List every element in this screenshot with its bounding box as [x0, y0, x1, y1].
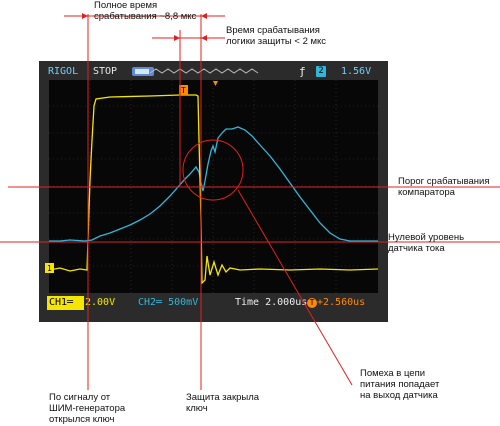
logic-time-line-1: Время срабатывания [226, 25, 320, 36]
noise-pointer [237, 189, 353, 386]
pwm-open-line-2: ШИМ-генератора [49, 403, 126, 414]
trigger-marker [179, 85, 188, 95]
trigger-level-value: 1.56V [341, 66, 372, 77]
zero-level-note: Нулевой уровень датчика тока [388, 232, 464, 254]
ch2-scale-group: CH2═ 500mV [138, 296, 198, 310]
noise-line-2: питания попадает [360, 379, 440, 390]
threshold-line-1: Порог срабатывания [398, 176, 490, 187]
pwm-open-line-1: По сигналу от [49, 392, 111, 403]
rising-edge-icon: ƒ [299, 65, 306, 78]
brand-label: RIGOL [48, 66, 79, 77]
trigger-offset: +2.560us [317, 297, 366, 308]
noise-note: Помеха в цепи питания попадает на выход … [360, 368, 439, 401]
noise-circle [182, 139, 244, 201]
trigger-position-marker [213, 81, 218, 86]
ch2-scale: 500mV [168, 297, 199, 308]
annotation-lines [0, 14, 500, 390]
logic-time-line-2: логики защиты < 2 мкс [226, 36, 327, 47]
annotation-arrowheads [82, 13, 207, 41]
time-scale: 2.000us [265, 297, 308, 308]
ch1-scale: 2.00V [85, 297, 116, 308]
channel-settings-bar: CH1═ 2.00V CH2═ 500mV Time 2.000us T +2.… [45, 296, 380, 310]
pwm-open-note: По сигналу от ШИМ-генератора открылся кл… [49, 392, 125, 425]
memory-depth-fill [135, 69, 149, 74]
protection-line-1: Защита закрыла [186, 392, 260, 403]
trigger-marker-text: T [181, 86, 186, 95]
full-time-note: Полное время срабатывания ~8,8 мкс [94, 0, 196, 22]
ch1-ground-marker [45, 263, 54, 273]
trigger-offset-icon: T [307, 298, 317, 308]
oscilloscope-status-bar: RIGOL STOP ƒ 2 1.56V [45, 65, 380, 79]
timebase-group: Time 2.000us [235, 296, 307, 310]
noise-line-1: Помеха в цепи [360, 368, 426, 379]
pwm-open-line-3: открылся ключ [49, 414, 115, 425]
protection-note: Защита закрыла ключ [186, 392, 259, 414]
ch1-marker-text: 1 [47, 264, 52, 273]
time-label: Time [235, 297, 260, 308]
memory-preview-wave [149, 68, 259, 74]
ch2-label: CH2═ [138, 297, 163, 308]
zero-level-line-2: датчика тока [388, 243, 445, 254]
noise-line-3: на выход датчика [360, 390, 438, 401]
screen-grid [49, 80, 378, 293]
run-state-label: STOP [93, 66, 118, 77]
logic-time-note: Время срабатывания логики защиты < 2 мкс [226, 25, 326, 47]
full-time-line-2: срабатывания ~8,8 мкс [94, 11, 197, 22]
protection-line-2: ключ [186, 403, 208, 414]
threshold-note: Порог срабатывания компаратора [398, 176, 490, 198]
full-time-line-1: Полное время [94, 0, 158, 11]
threshold-line-2: компаратора [398, 187, 455, 198]
trigger-channel-badge: 2 [316, 66, 326, 77]
zero-level-line-1: Нулевой уровень [388, 232, 465, 243]
ch2-trace [49, 126, 378, 242]
ch1-label: CH1═ [47, 296, 84, 310]
